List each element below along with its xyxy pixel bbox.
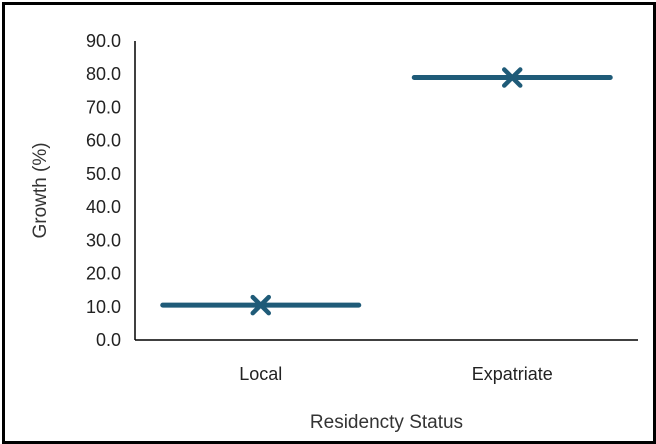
y-tick-label: 70.0 xyxy=(86,97,121,117)
x-axis-title: Residencty Status xyxy=(310,412,463,433)
y-tick-label: 60.0 xyxy=(86,131,121,151)
data-point-marker xyxy=(502,67,523,88)
y-tick-label: 40.0 xyxy=(86,197,121,217)
y-tick-label: 90.0 xyxy=(86,31,121,51)
y-tick-label: 20.0 xyxy=(86,264,121,284)
data-marks xyxy=(160,67,613,316)
y-axis-title: Growth (%) xyxy=(30,142,51,238)
y-tick-labels: 0.0 10.0 20.0 30.0 40.0 50.0 60.0 70.0 80.0 90.0 xyxy=(86,31,121,350)
x-tick-labels: Local Expatriate xyxy=(239,364,553,384)
y-tick-label: 30.0 xyxy=(86,230,121,250)
y-tick-label: 0.0 xyxy=(96,330,121,350)
x-tick-label: Local xyxy=(239,364,282,384)
x-tick-label: Expatriate xyxy=(472,364,553,384)
data-point-marker xyxy=(250,294,271,316)
y-tick-label: 80.0 xyxy=(86,64,121,84)
y-tick-label: 10.0 xyxy=(86,297,121,317)
y-tick-label: 50.0 xyxy=(86,164,121,184)
